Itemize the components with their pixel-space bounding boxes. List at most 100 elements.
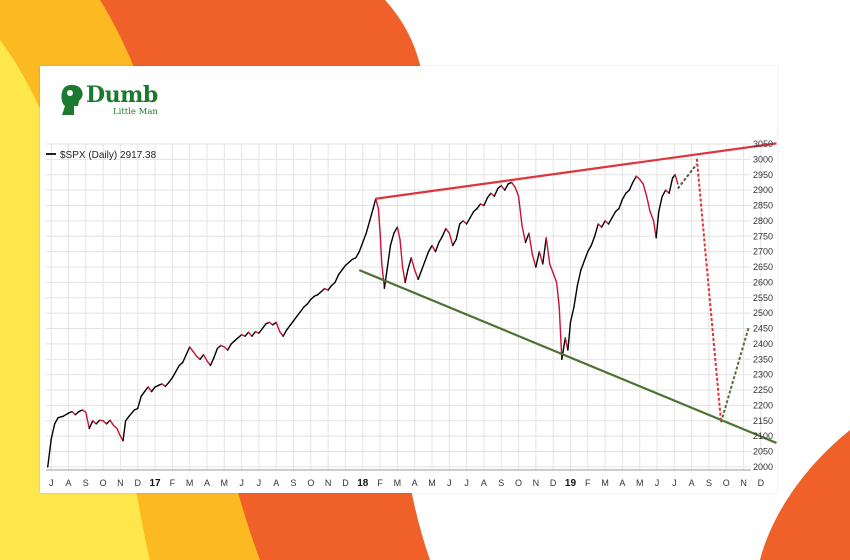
chart-lines (47, 174, 679, 468)
price-segment (661, 189, 667, 197)
price-segment (462, 220, 468, 225)
price-segment (469, 210, 475, 219)
y-tick-label: 2100 (753, 431, 773, 441)
price-segment (122, 420, 127, 442)
right-orange-swoosh (760, 430, 850, 560)
price-segment (655, 210, 660, 239)
price-segment (57, 415, 65, 419)
projected-rise-dashed-line (677, 163, 698, 190)
price-segment (413, 269, 419, 281)
price-segment (386, 244, 392, 271)
price-segment (632, 175, 637, 184)
x-tick-label: 18 (357, 478, 369, 489)
price-segment (223, 346, 229, 351)
price-segment (600, 220, 606, 228)
price-segment (213, 347, 219, 359)
price-segment (465, 217, 471, 225)
x-tick-label: A (273, 478, 279, 488)
chart-legend: $SPX (Daily) 2917.38 (46, 150, 157, 161)
price-segment (490, 192, 496, 197)
price-segment (621, 192, 627, 201)
price-segment (150, 386, 156, 393)
price-segment (434, 241, 440, 253)
x-tick-label: A (689, 478, 695, 488)
price-segment (268, 321, 274, 326)
price-segment (649, 210, 655, 222)
price-segment (504, 183, 509, 191)
y-axis: 3050 3000 2950 2900 2850 2800 2750 2700 2650 2600… (753, 140, 773, 472)
x-tick-label: A (481, 478, 487, 488)
price-segment (258, 327, 264, 334)
price-segment (50, 423, 56, 440)
price-segment (244, 331, 250, 337)
y-tick-label: 2800 (753, 216, 773, 226)
price-segment (147, 386, 153, 393)
price-segment (377, 207, 381, 234)
price-segment (567, 321, 572, 351)
price-segment (555, 281, 560, 308)
price-segment (573, 284, 579, 308)
price-segment (105, 419, 111, 425)
price-segment (510, 181, 516, 188)
price-segment (95, 419, 101, 425)
x-tick-label: O (100, 478, 107, 488)
price-segment (597, 223, 603, 228)
y-tick-label: 2350 (753, 354, 773, 364)
brand-logo: Dumb Little Man (58, 82, 178, 122)
price-segment (140, 390, 146, 397)
x-tick-label: J (239, 478, 244, 488)
price-segment (178, 361, 184, 367)
price-segment (320, 287, 326, 293)
price-segment (625, 189, 631, 194)
price-segment (524, 232, 530, 244)
price-segment (455, 223, 461, 241)
price-segment (383, 269, 388, 289)
price-segment (668, 177, 674, 194)
price-segment (171, 370, 177, 379)
price-segment (182, 353, 187, 364)
price-segment (558, 306, 563, 360)
price-segment (549, 263, 554, 274)
chart-annotations (358, 142, 777, 444)
price-segment (375, 198, 380, 210)
price-segment (604, 220, 610, 225)
price-segment (420, 260, 426, 271)
x-tick-label: A (65, 478, 71, 488)
price-segment (88, 420, 94, 430)
x-tick-label: 19 (565, 478, 577, 489)
price-segment (545, 237, 551, 265)
price-segment (306, 298, 312, 305)
x-tick-label: 17 (149, 478, 161, 489)
price-segment (282, 329, 288, 337)
price-segment (404, 269, 409, 284)
price-segment (102, 420, 108, 425)
price-segment (368, 207, 374, 222)
x-tick-label: J (447, 478, 452, 488)
y-tick-label: 2550 (753, 293, 773, 303)
price-segment (317, 290, 322, 296)
x-tick-label: O (307, 478, 314, 488)
price-segment (417, 269, 423, 281)
price-segment (137, 395, 142, 410)
price-segment (348, 258, 354, 264)
price-segment (296, 310, 302, 317)
price-segment (327, 284, 333, 291)
price-segment (531, 254, 537, 268)
chart-panel (40, 66, 777, 493)
price-segment (128, 409, 135, 417)
price-segment (486, 192, 492, 199)
y-tick-label: 2250 (753, 385, 773, 395)
x-tick-label: N (740, 478, 747, 488)
y-tick-label: 2600 (753, 277, 773, 287)
price-segment (645, 195, 651, 213)
price-segment (355, 250, 361, 259)
price-segment (538, 250, 544, 265)
price-segment (188, 346, 194, 353)
price-segment (583, 250, 589, 262)
price-segment (334, 274, 340, 284)
x-tick-label: M (636, 478, 644, 488)
price-segment (607, 217, 613, 225)
price-segment (441, 227, 447, 237)
x-tick-label: O (723, 478, 730, 488)
price-segment (161, 383, 167, 388)
